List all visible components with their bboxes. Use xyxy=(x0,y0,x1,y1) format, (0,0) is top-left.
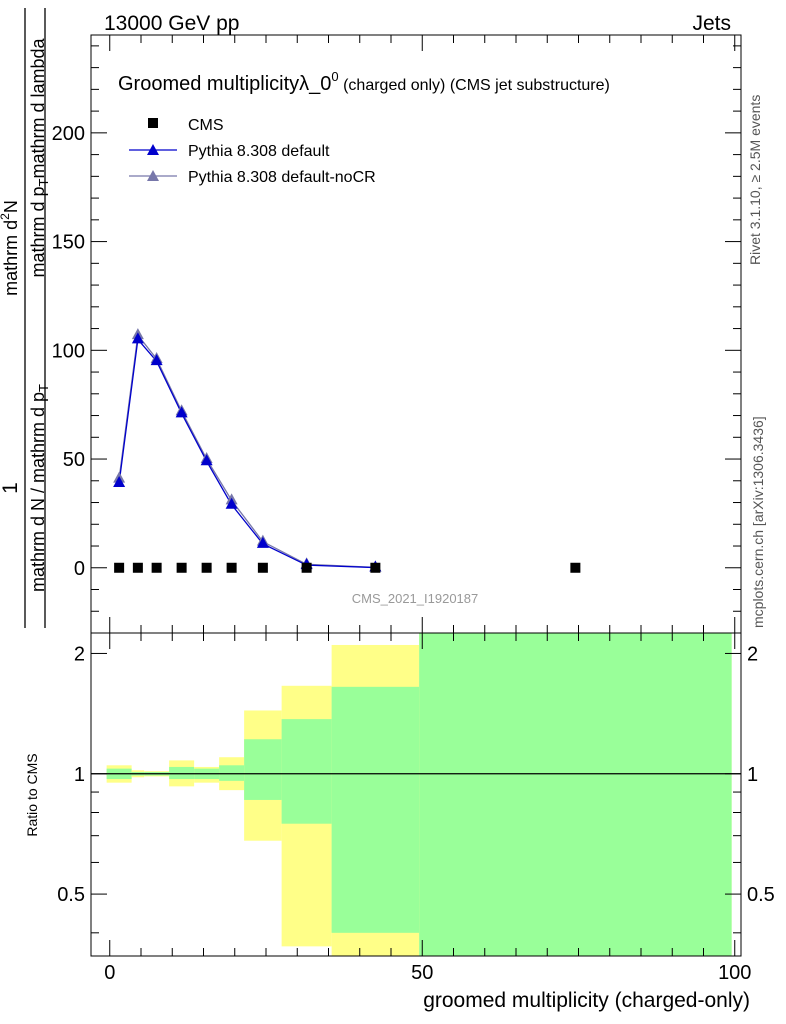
legend-nocr-label: Pythia 8.308 default-noCR xyxy=(188,169,376,186)
ratio-frame xyxy=(90,632,742,957)
legend-default-marker xyxy=(147,144,159,155)
cms-point xyxy=(114,562,125,573)
default-point xyxy=(113,475,126,487)
ylabel-prefactor-denominator: mathrm d N / mathrm d pT xyxy=(28,384,51,592)
xaxis-label: groomed multiplicity (charged-only) xyxy=(423,989,750,1012)
main-panel: 0 50 100 150 200 Groomed multiplicityλ_00 (c… xyxy=(0,8,742,634)
default-point xyxy=(225,497,238,509)
default-point xyxy=(256,536,269,548)
cms-point xyxy=(176,562,187,573)
ratio-ylabel: Ratio to CMS xyxy=(24,753,40,836)
legend-cms-marker xyxy=(148,118,158,128)
ratio-band-inner xyxy=(281,719,332,824)
ratio-ytick-label-right: 1 xyxy=(747,764,758,786)
default-point xyxy=(150,354,163,366)
svg-text:1: 1 xyxy=(0,482,22,494)
mcplots-label: mcplots.cern.ch [arXiv:1306.3436] xyxy=(750,416,766,628)
ratio-band-inner xyxy=(169,766,195,780)
ratio-band-inner xyxy=(219,765,245,781)
ratio-ytick-label-left: 0.5 xyxy=(57,884,85,906)
cms-point xyxy=(226,562,237,573)
ratio-band-inner xyxy=(419,633,732,956)
main-ytick-label: 100 xyxy=(52,340,85,362)
ratio-axis-ticks: 0.5 0.5 1 1 2 2 0 50 100 xyxy=(57,633,775,984)
xtick-label: 100 xyxy=(718,962,751,984)
ratio-ytick-label-right: 2 xyxy=(747,643,758,665)
ratio-ytick-label-right: 0.5 xyxy=(747,884,775,906)
ratio-band-inner xyxy=(331,686,420,933)
ratio-bands xyxy=(106,633,732,956)
cms-point xyxy=(151,562,162,573)
cms-point xyxy=(201,562,212,573)
legend-cms-label: CMS xyxy=(188,117,224,134)
legend: CMS Pythia 8.308 default Pythia 8.308 de… xyxy=(129,117,376,186)
legend-nocr-marker xyxy=(147,170,159,181)
main-ytick-label: 150 xyxy=(52,232,85,254)
ratio-ytick-label-left: 1 xyxy=(74,764,85,786)
ratio-band-inner xyxy=(244,739,282,800)
category-label: Jets xyxy=(692,12,731,35)
main-ylabel: 1 mathrm d N / mathrm d pT mathrm d2N ma… xyxy=(0,8,51,628)
ratio-ytick-label-left: 2 xyxy=(74,643,85,665)
ratio-panel: 0.5 0.5 1 1 2 2 0 50 100 Ratio to CMS groomed mu… xyxy=(24,632,775,1012)
analysis-watermark: CMS_2021_I1920187 xyxy=(352,591,479,606)
ylabel-denominator: mathrm d pTmathrm d lambda xyxy=(28,37,51,277)
main-title: Groomed multiplicityλ_00 (charged only) … xyxy=(118,69,610,95)
cms-point xyxy=(257,562,268,573)
cms-point xyxy=(301,562,312,573)
xtick-label: 0 xyxy=(104,962,115,984)
default-point xyxy=(200,454,213,466)
energy-label: 13000 GeV pp xyxy=(104,12,239,35)
cms-point xyxy=(132,562,143,573)
main-series-markers xyxy=(113,328,581,573)
main-ytick-label: 50 xyxy=(63,449,85,471)
rivet-version-label: Rivet 3.1.10, ≥ 2.5M events xyxy=(747,95,763,265)
cms-point xyxy=(370,562,381,573)
main-series-lines xyxy=(118,333,376,569)
default-point xyxy=(175,406,188,418)
legend-default-label: Pythia 8.308 default xyxy=(188,143,330,160)
cms-point xyxy=(570,562,581,573)
main-ytick-label: 200 xyxy=(52,123,85,145)
default-point xyxy=(131,332,144,344)
xtick-label: 50 xyxy=(411,962,433,984)
main-axis-ticks: 0 50 100 150 200 xyxy=(52,35,741,633)
default-line xyxy=(118,337,376,569)
ylabel-numerator: mathrm d2N xyxy=(0,200,21,296)
main-ytick-label: 0 xyxy=(74,558,85,580)
nocr-line xyxy=(118,333,376,569)
